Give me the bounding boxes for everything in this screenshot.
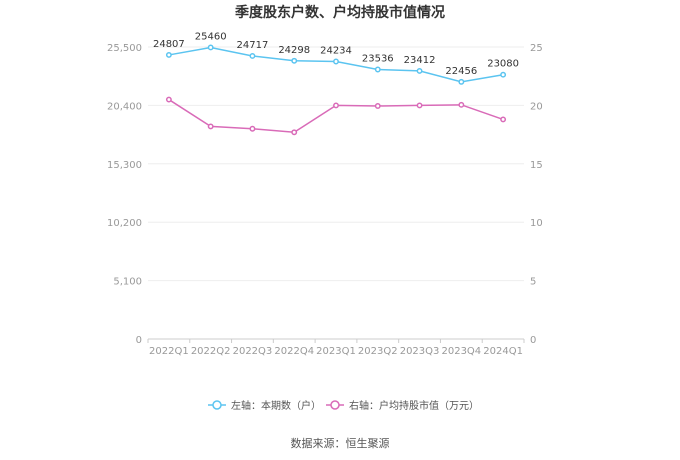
- grid: [148, 46, 524, 340]
- data-label: 23412: [404, 55, 436, 66]
- left-axis: 0 5,100 10,200 15,300 20,400 25,500: [107, 43, 142, 346]
- series-0-point: [416, 67, 423, 74]
- legend-label: 右轴：户均持股市值（万元）: [349, 399, 479, 412]
- series-group: 24807 25460 24717 24298 24234 23536 23412 22456…: [153, 31, 519, 136]
- right-tick-label: 25: [530, 43, 543, 54]
- legend-label: 左轴：本期数（户）: [231, 399, 321, 412]
- source-note: 数据来源：恒生聚源: [291, 436, 390, 450]
- x-tick-label: 2024Q1: [483, 346, 523, 357]
- series-1-point: [291, 129, 298, 136]
- series-1-point: [500, 116, 507, 123]
- x-axis: 2022Q1 2022Q2 2022Q3 2022Q4 2023Q1 2023Q2 2023…: [147, 339, 525, 357]
- left-tick-label: 10,200: [107, 218, 142, 229]
- left-tick-label: 20,400: [107, 101, 142, 112]
- legend-marker: [212, 400, 222, 410]
- x-tick-label: 2023Q4: [441, 346, 481, 357]
- right-axis: 0 5 10 15 20 25: [530, 43, 543, 346]
- right-tick-label: 5: [530, 277, 536, 288]
- legend-item-1[interactable]: 右轴：户均持股市值（万元）: [326, 399, 479, 412]
- series-1-point: [333, 102, 339, 109]
- data-label: 24717: [237, 40, 269, 51]
- data-label: 25460: [195, 31, 227, 42]
- data-label: 22456: [445, 66, 477, 77]
- left-tick-label: 25,500: [107, 43, 142, 54]
- x-tick-label: 2023Q1: [316, 346, 356, 357]
- series-0-point: [291, 57, 298, 64]
- series-0-point: [249, 53, 256, 59]
- data-label: 24807: [153, 39, 185, 50]
- left-tick-label: 5,100: [113, 277, 142, 288]
- right-tick-label: 15: [530, 160, 543, 171]
- right-tick-label: 20: [530, 101, 543, 112]
- right-tick-label: 10: [530, 218, 543, 229]
- series-0-point: [374, 66, 381, 73]
- left-tick-label: 15,300: [107, 160, 142, 171]
- series-0-point: [500, 71, 507, 78]
- data-label: 24234: [320, 45, 352, 56]
- series-1-point: [249, 125, 256, 132]
- legend[interactable]: 左轴：本期数（户） 右轴：户均持股市值（万元）: [208, 399, 479, 412]
- legend-marker: [330, 400, 340, 410]
- series-0-point: [165, 51, 172, 58]
- x-tick-label: 2023Q3: [400, 346, 440, 357]
- right-tick-label: 0: [530, 335, 536, 346]
- data-label: 23536: [362, 53, 394, 64]
- data-label: 23080: [487, 59, 519, 70]
- series-0-point: [207, 44, 214, 51]
- x-tick-label: 2022Q3: [233, 346, 273, 357]
- x-tick-label: 2022Q4: [274, 346, 314, 357]
- chart-title: 季度股东户数、户均持股市值情况: [234, 4, 445, 21]
- series-1-point: [458, 101, 465, 108]
- series-1-point: [165, 96, 172, 103]
- series-1-point: [207, 123, 214, 130]
- series-0-point: [333, 58, 339, 65]
- left-tick-label: 0: [136, 335, 142, 346]
- x-tick-label: 2022Q2: [191, 346, 231, 357]
- series-0-point: [458, 78, 465, 85]
- x-tick-label: 2023Q2: [358, 346, 398, 357]
- x-tick-label: 2022Q1: [149, 346, 189, 357]
- series-1-point: [374, 103, 381, 109]
- legend-item-0[interactable]: 左轴：本期数（户）: [208, 399, 321, 412]
- data-label: 24298: [278, 45, 310, 56]
- series-1-point: [416, 102, 423, 109]
